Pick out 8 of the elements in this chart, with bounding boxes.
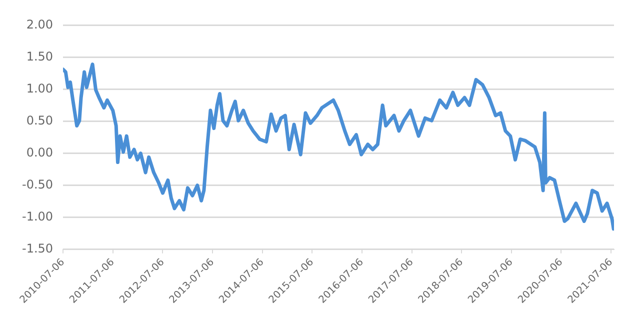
y-tick-label: 0.00 (26, 145, 54, 160)
y-tick-label: 1.00 (26, 81, 54, 96)
y-tick-label: 2.00 (26, 17, 54, 32)
y-tick-label: 1.50 (26, 49, 54, 64)
y-tick-label: -0.50 (22, 177, 54, 192)
y-tick-label: -1.00 (22, 210, 54, 224)
y-tick-label: 0.50 (26, 113, 54, 128)
y-tick-label: -1.50 (22, 242, 54, 256)
